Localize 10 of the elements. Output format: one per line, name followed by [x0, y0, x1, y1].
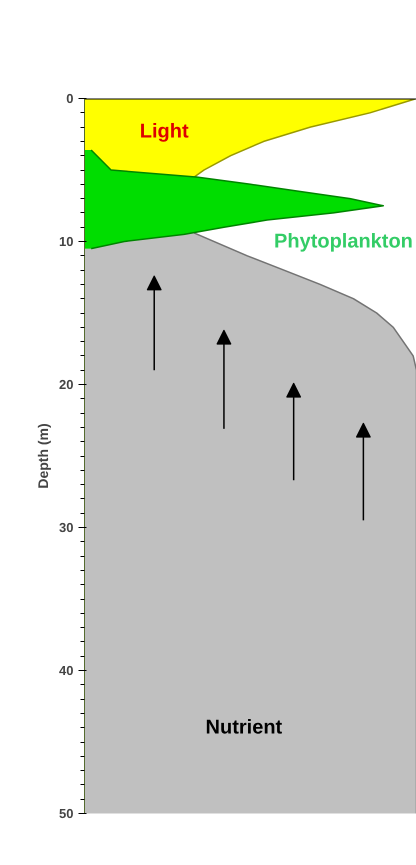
- y-tick-label: 40: [59, 663, 74, 678]
- y-tick-label: 0: [66, 91, 74, 106]
- y-tick-label: 30: [59, 520, 74, 535]
- y-axis-title: Depth (m): [35, 423, 52, 489]
- y-tick-label: 20: [59, 377, 74, 392]
- y-tick-label: 10: [59, 234, 74, 249]
- annotation: Nutrient: [206, 716, 283, 739]
- annotation: Phytoplankton: [274, 230, 413, 252]
- y-tick-label: 50: [59, 806, 74, 821]
- annotation: Light: [140, 120, 189, 142]
